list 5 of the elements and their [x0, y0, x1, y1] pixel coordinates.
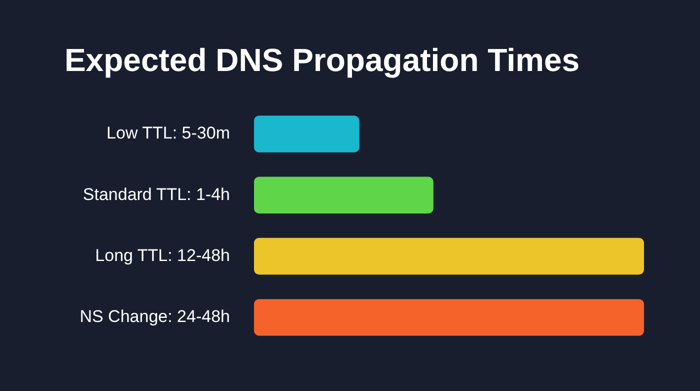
y-tick-label: NS Change: 24-48h [80, 307, 230, 326]
y-tick-label: Long TTL: 12-48h [95, 246, 230, 265]
y-tick-label: Standard TTL: 1-4h [82, 184, 230, 204]
chart-title: Expected DNS Propagation Times [64, 42, 580, 78]
y-tick-label: Low TTL: 5-30m [106, 124, 230, 143]
